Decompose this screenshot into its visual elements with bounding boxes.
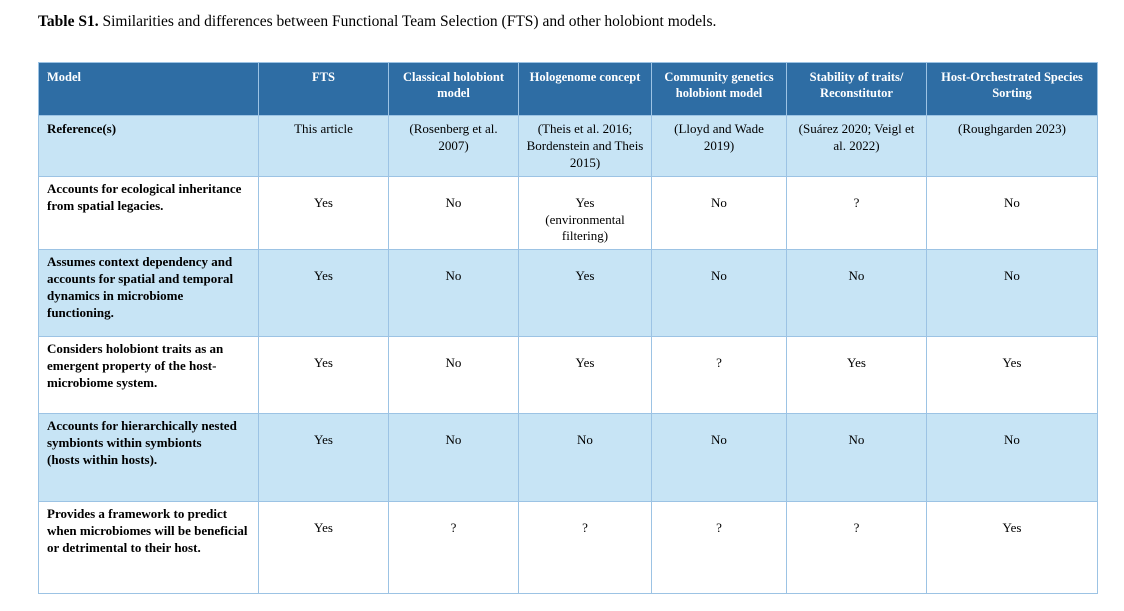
- col-header-classical-holobiont: Classical holobiont model: [388, 62, 519, 116]
- cell-value: This article: [258, 115, 389, 177]
- cell-value: Yes: [258, 249, 389, 338]
- cell-value: Yes: [518, 336, 652, 415]
- row-label: Considers holobiont traits as an emergen…: [38, 336, 259, 415]
- table-row-context-dependency: Assumes context dependency and accounts …: [38, 249, 1098, 338]
- row-label: Assumes context dependency and accounts …: [38, 249, 259, 338]
- cell-value: (Lloyd and Wade 2019): [651, 115, 787, 177]
- cell-value: (Theis et al. 2016; Bordenstein and Thei…: [518, 115, 652, 177]
- cell-value: No: [926, 175, 1098, 251]
- row-label: Accounts for ecological inheritance from…: [38, 175, 259, 251]
- col-header-host-orchestrated: Host-Orchestrated Species Sorting: [926, 62, 1098, 116]
- cell-value: Yes: [786, 336, 927, 415]
- row-label: Provides a framework to predict when mic…: [38, 501, 259, 595]
- col-header-hologenome: Hologenome concept: [518, 62, 652, 116]
- cell-value: Yes: [518, 249, 652, 338]
- cell-value: Yes: [926, 501, 1098, 595]
- cell-value: (Rosenberg et al. 2007): [388, 115, 519, 177]
- cell-value: ?: [388, 501, 519, 595]
- col-header-community-genetics: Community genetics holobiont model: [651, 62, 787, 116]
- cell-value: ?: [651, 336, 787, 415]
- cell-value: (Roughgarden 2023): [926, 115, 1098, 177]
- cell-value: ?: [786, 501, 927, 595]
- cell-value: ?: [518, 501, 652, 595]
- table-caption-text: Similarities and differences between Fun…: [98, 13, 717, 30]
- cell-value: No: [388, 336, 519, 415]
- cell-value: No: [651, 413, 787, 503]
- table-row-references: Reference(s) This article (Rosenberg et …: [38, 115, 1098, 177]
- cell-value: No: [651, 249, 787, 338]
- table-row-predictive-framework: Provides a framework to predict when mic…: [38, 501, 1098, 595]
- comparison-table: Model FTS Classical holobiont model Holo…: [38, 62, 1098, 595]
- cell-value: Yes: [258, 413, 389, 503]
- cell-value: ?: [651, 501, 787, 595]
- row-label: Accounts for hierarchically nested symbi…: [38, 413, 259, 503]
- cell-value: Yes: [926, 336, 1098, 415]
- table-row-nested-symbionts: Accounts for hierarchically nested symbi…: [38, 413, 1098, 503]
- cell-value: No: [786, 249, 927, 338]
- cell-value: No: [388, 249, 519, 338]
- table-row-emergent-property: Considers holobiont traits as an emergen…: [38, 336, 1098, 415]
- cell-value: Yes (environmental filtering): [518, 175, 652, 251]
- table-caption: Table S1. Similarities and differences b…: [38, 12, 1098, 32]
- table-row-ecological-inheritance: Accounts for ecological inheritance from…: [38, 175, 1098, 251]
- cell-value: No: [388, 175, 519, 251]
- cell-value: No: [926, 413, 1098, 503]
- cell-value: Yes: [258, 175, 389, 251]
- cell-value: Yes: [258, 501, 389, 595]
- cell-value: No: [926, 249, 1098, 338]
- cell-value: No: [388, 413, 519, 503]
- cell-value: Yes: [258, 336, 389, 415]
- table-caption-label: Table S1.: [38, 13, 99, 30]
- cell-value: No: [651, 175, 787, 251]
- cell-value: No: [518, 413, 652, 503]
- cell-value: No: [786, 413, 927, 503]
- col-header-fts: FTS: [258, 62, 389, 116]
- header-row: Model FTS Classical holobiont model Holo…: [38, 62, 1098, 116]
- col-header-model: Model: [38, 62, 259, 116]
- col-header-stability-reconstitutor: Stability of traits/ Reconstitutor: [786, 62, 927, 116]
- cell-value: (Suárez 2020; Veigl et al. 2022): [786, 115, 927, 177]
- row-label: Reference(s): [38, 115, 259, 177]
- cell-value: ?: [786, 175, 927, 251]
